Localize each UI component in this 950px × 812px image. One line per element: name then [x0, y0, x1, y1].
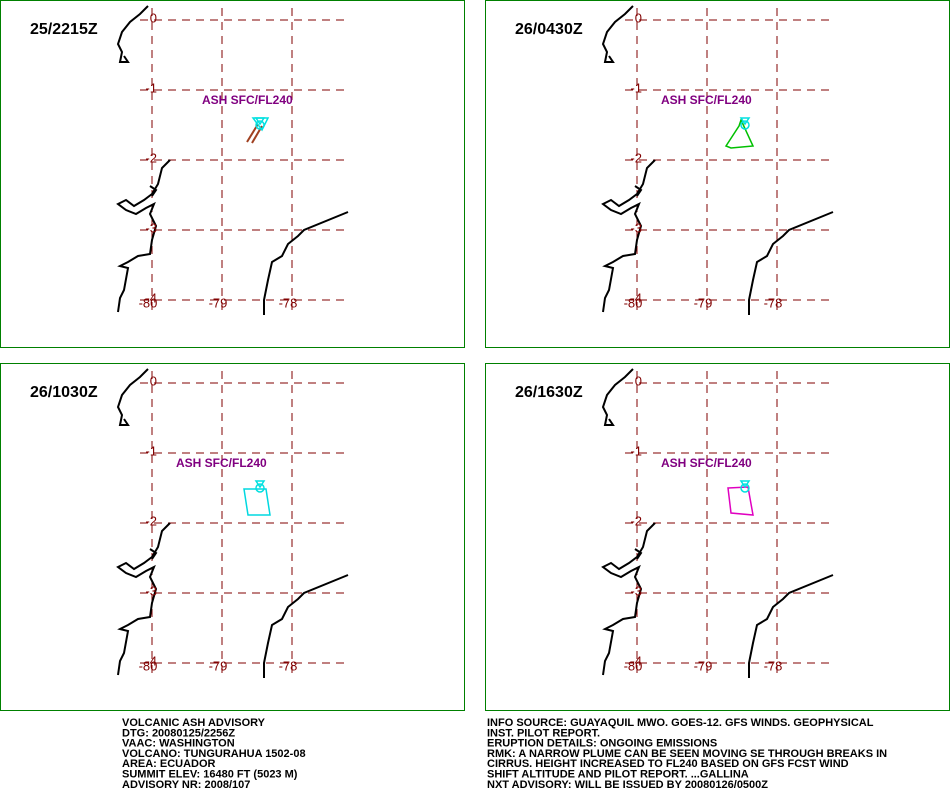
lon-label: -79 [209, 658, 228, 673]
lat-label: -1 [145, 80, 157, 95]
lat-label: -3 [630, 220, 642, 235]
lon-label: -79 [694, 295, 713, 310]
lat-label: -3 [145, 583, 157, 598]
valid-time: 26/1030Z [30, 384, 98, 401]
advisory-line: SUMMIT ELEV: 16480 FT (5023 M) [122, 769, 298, 781]
lon-label: -80 [139, 658, 158, 673]
advisory-line: RMK: A NARROW PLUME CAN BE SEEN MOVING S… [487, 748, 887, 760]
lon-label: -80 [624, 295, 643, 310]
valid-time: 26/1630Z [515, 384, 583, 401]
lat-label: 0 [150, 373, 157, 388]
lon-label: -80 [139, 295, 158, 310]
advisory-line: ADVISORY NR: 2008/107 [122, 779, 250, 791]
lat-label: 0 [635, 10, 642, 25]
lat-label: -2 [145, 513, 157, 528]
lat-label: -2 [630, 513, 642, 528]
map-panel: 0 -1 -2 -3 -4-80 -79 -78 25/2215Z ASH SFC/FL240 [0, 0, 465, 348]
map-panel: 0 -1 -2 -3 -4-80 -79 -78 26/1030Z ASH SFC/FL240 [0, 363, 465, 711]
lat-label: -4 [145, 290, 157, 305]
ash-label: ASH SFC/FL240 [202, 93, 293, 107]
advisory-line: VOLCANIC ASH ADVISORY [122, 717, 266, 729]
advisory-line: SHIFT ALTITUDE AND PILOT REPORT. ...GALL… [487, 769, 749, 781]
lat-label: 0 [635, 373, 642, 388]
lon-label: -78 [279, 658, 298, 673]
ash-label: ASH SFC/FL240 [661, 93, 752, 107]
advisory-line: ERUPTION DETAILS: ONGOING EMISSIONS [487, 738, 717, 750]
advisory-line: CIRRUS. HEIGHT INCREASED TO FL240 BASED … [487, 758, 849, 770]
volcano-marker [739, 480, 751, 489]
advisory-line: VOLCANO: TUNGURAHUA 1502-08 [122, 748, 306, 760]
lat-label: -3 [145, 220, 157, 235]
volcano-marker [255, 120, 265, 130]
lat-label: -4 [630, 290, 642, 305]
valid-time: 26/0430Z [515, 21, 583, 38]
lat-label: -2 [145, 150, 157, 165]
lat-label: -2 [630, 150, 642, 165]
advisory-line: AREA: ECUADOR [122, 758, 216, 770]
panel-border [0, 0, 465, 348]
valid-time: 25/2215Z [30, 21, 98, 38]
volcano-marker [255, 483, 265, 493]
ash-cloud [724, 117, 755, 149]
lat-label: -3 [630, 583, 642, 598]
lon-label: -78 [764, 295, 783, 310]
panel-border [0, 363, 465, 711]
volcano-marker [740, 483, 750, 493]
lon-label: -79 [209, 295, 228, 310]
ash-cloud [243, 488, 271, 516]
lat-label: -1 [630, 443, 642, 458]
map-panel: 0 -1 -2 -3 -4-80 -79 -78 26/0430Z ASH SFC/FL240 [485, 0, 950, 348]
advisory-line: NXT ADVISORY: WILL BE ISSUED BY 20080126… [487, 779, 768, 791]
map-panel: 0 -1 -2 -3 -4-80 -79 -78 26/1630Z ASH SFC/FL240 [485, 363, 950, 711]
lat-label: -1 [145, 443, 157, 458]
advisory-line: INFO SOURCE: GUAYAQUIL MWO. GOES-12. GFS… [487, 717, 874, 729]
advisory-line: VAAC: WASHINGTON [122, 738, 235, 750]
lon-label: -78 [764, 658, 783, 673]
ash-label: ASH SFC/FL240 [176, 456, 267, 470]
volcano-marker [740, 120, 750, 130]
lon-label: -79 [694, 658, 713, 673]
volcano-marker [254, 117, 266, 126]
ash-label: ASH SFC/FL240 [661, 456, 752, 470]
advisory-line: INST. PILOT REPORT. [487, 727, 600, 739]
volcano-marker [739, 117, 751, 126]
lon-label: -78 [279, 295, 298, 310]
lon-label: -80 [624, 658, 643, 673]
advisory-line: DTG: 20080125/2256Z [122, 727, 235, 739]
lat-label: -4 [145, 653, 157, 668]
lat-label: -4 [630, 653, 642, 668]
volcano-marker [254, 480, 266, 489]
lat-label: 0 [150, 10, 157, 25]
lat-label: -1 [630, 80, 642, 95]
